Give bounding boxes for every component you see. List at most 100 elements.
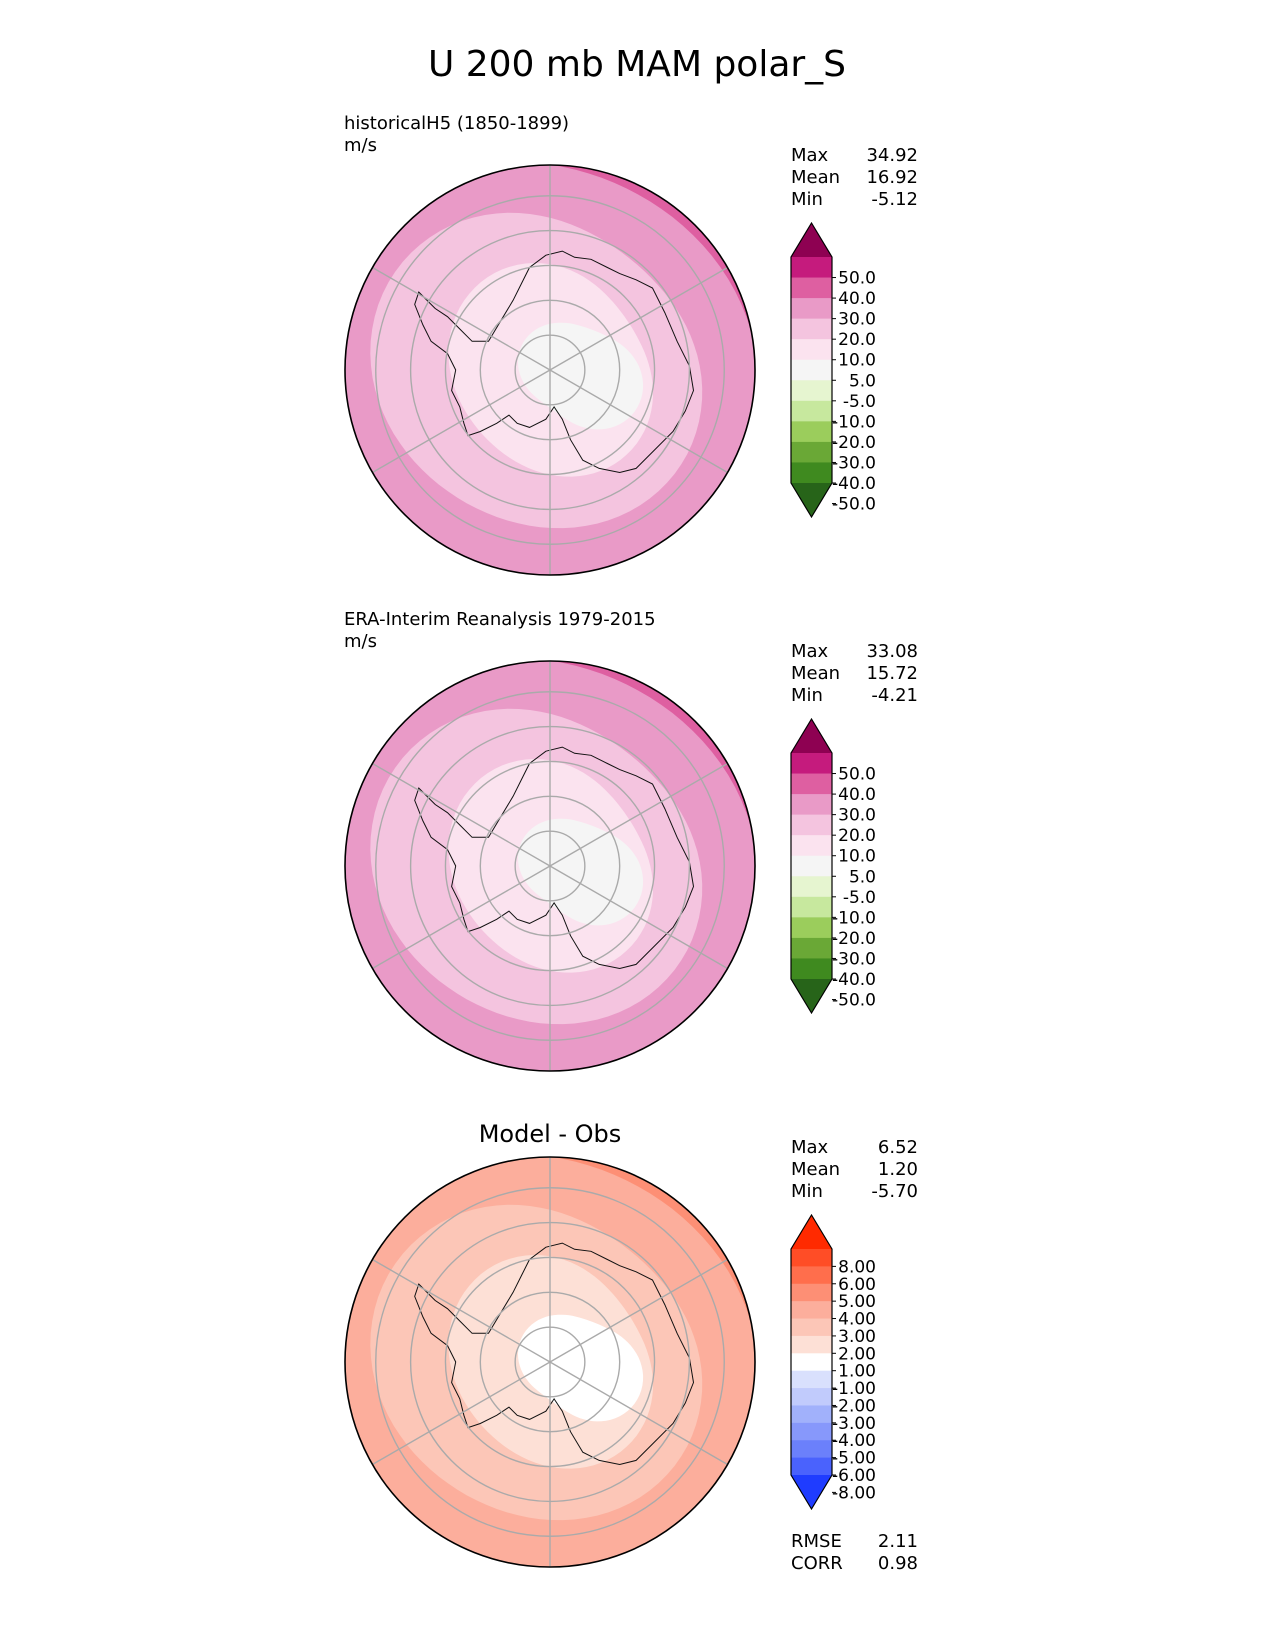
colorbar-segment xyxy=(791,400,832,422)
meridian-line xyxy=(549,369,728,474)
colorbar-tick-label: 30.0 xyxy=(838,806,876,826)
colorbar-tick-label: 40.0 xyxy=(838,785,876,805)
coastline xyxy=(414,746,695,970)
colorbar-tick-label: -50.0 xyxy=(832,495,876,515)
colorbar-segment xyxy=(791,277,832,299)
stat-value: 1.20 xyxy=(878,1159,918,1180)
stat-value: 16.92 xyxy=(866,167,918,188)
colorbar-segment xyxy=(791,421,832,443)
panel-test: historicalH5 (1850-1899)m/s Max 34.92 Mean 1… xyxy=(344,113,918,576)
colorbar-tick-label: 20.0 xyxy=(838,330,876,350)
meridian-line xyxy=(372,1361,551,1466)
colorbar-tick-label: 30.0 xyxy=(838,310,876,330)
colorbar-segment xyxy=(791,1318,832,1337)
colorbar-tick-label: 2.00 xyxy=(838,1344,876,1364)
colorbar-segment xyxy=(791,1405,832,1424)
coastline xyxy=(414,1242,695,1466)
colorbar-segment xyxy=(791,359,832,381)
colorbar-segment xyxy=(791,298,832,320)
colorbar-tick-label: 10.0 xyxy=(838,847,876,867)
colorbar-segment xyxy=(791,917,832,939)
colorbar-tick-label: 50.0 xyxy=(838,269,876,289)
stat-label: Min xyxy=(791,1181,823,1202)
panel-title: Model - Obs xyxy=(479,1120,622,1148)
colorbar-tick-label: 5.0 xyxy=(849,867,876,887)
colorbar-tick-label: -2.00 xyxy=(832,1396,876,1416)
meridian-line xyxy=(372,266,551,371)
stat-value: 15.72 xyxy=(866,663,918,684)
colorbar-tick-label: -5.0 xyxy=(843,888,876,908)
stat-label: Mean xyxy=(791,663,840,684)
stat-value: -4.21 xyxy=(871,685,918,706)
colorbar-extend-max xyxy=(791,1215,832,1249)
colorbar-segment xyxy=(791,257,832,279)
meridian-line xyxy=(372,369,551,474)
map-boundary xyxy=(344,1156,756,1568)
colorbar-segment xyxy=(791,1457,832,1476)
colorbar-extend-max xyxy=(791,223,832,257)
colorbar-tick-label: 50.0 xyxy=(838,765,876,785)
colorbar-segment xyxy=(791,1266,832,1285)
colorbar-segment xyxy=(791,380,832,402)
colorbar-segment xyxy=(791,937,832,959)
colorbar-tick-label: 3.00 xyxy=(838,1327,876,1347)
colorbar-segment xyxy=(791,896,832,918)
stat-label: Max xyxy=(791,641,829,662)
colorbar-segment xyxy=(791,1388,832,1406)
colorbar-tick-label: 20.0 xyxy=(838,826,876,846)
colorbar-tick-label: -20.0 xyxy=(832,433,876,453)
colorbar-extend-min xyxy=(791,979,832,1013)
colorbar-segment xyxy=(791,339,832,361)
colorbar-tick-label: 10.0 xyxy=(838,351,876,371)
colorbar-segment xyxy=(791,1422,832,1441)
colorbar-tick-label: -30.0 xyxy=(832,453,876,473)
colorbar-segment xyxy=(791,1335,832,1354)
colorbar-extend-min xyxy=(791,483,832,517)
stat-label: Min xyxy=(791,685,823,706)
colorbar-tick-label: 5.0 xyxy=(849,371,876,391)
map-boundary xyxy=(344,164,756,576)
colorbar-segment xyxy=(791,794,832,816)
panel-diff: Model - Obs Max 6.52 Mean 1.20 Min -5.70 8.006.… xyxy=(344,1120,918,1574)
colorbar-segment xyxy=(791,835,832,857)
colorbar-tick-label: -3.00 xyxy=(832,1414,876,1434)
metric-label: RMSE xyxy=(791,1531,842,1552)
colorbar-segment xyxy=(791,462,832,484)
colorbar-segment xyxy=(791,1370,832,1389)
colorbar-segment xyxy=(791,814,832,836)
stat-label: Max xyxy=(791,1137,829,1158)
meridian-line xyxy=(549,762,728,867)
colorbar-tick-label: -4.00 xyxy=(832,1431,876,1451)
colorbar-tick-label: 1.00 xyxy=(838,1362,876,1382)
colorbar-segment xyxy=(791,1440,832,1459)
contour-field xyxy=(345,661,755,1071)
colorbar-tick-label: 5.00 xyxy=(838,1292,876,1312)
metric-value: 0.98 xyxy=(878,1553,918,1574)
colorbar-segment xyxy=(791,958,832,980)
colorbar-tick-label: -5.00 xyxy=(832,1449,876,1469)
colorbar-tick-label: -8.00 xyxy=(832,1483,876,1503)
colorbar-segment xyxy=(791,441,832,463)
stat-label: Min xyxy=(791,189,823,210)
meridian-line xyxy=(372,1258,551,1363)
meridian-line xyxy=(549,266,728,371)
stat-value: -5.12 xyxy=(871,189,918,210)
colorbar-tick-label: 40.0 xyxy=(838,289,876,309)
colorbar-extend-max xyxy=(791,719,832,753)
colorbar-tick-label: -5.0 xyxy=(843,392,876,412)
meridian-line xyxy=(372,865,551,970)
meridian-line xyxy=(372,762,551,867)
colorbar-segment xyxy=(791,1353,832,1372)
metric-value: 2.11 xyxy=(878,1531,918,1552)
colorbar-segment xyxy=(791,855,832,877)
colorbar-extend-min xyxy=(791,1475,832,1509)
map-boundary xyxy=(344,660,756,1072)
meridian-line xyxy=(549,865,728,970)
colorbar-tick-label: -10.0 xyxy=(832,412,876,432)
panel-title: ERA-Interim Reanalysis 1979-2015 xyxy=(344,609,656,630)
colorbar-tick-label: -50.0 xyxy=(832,991,876,1011)
stat-value: -5.70 xyxy=(871,1181,918,1202)
figure-title: U 200 mb MAM polar_S xyxy=(428,44,846,85)
